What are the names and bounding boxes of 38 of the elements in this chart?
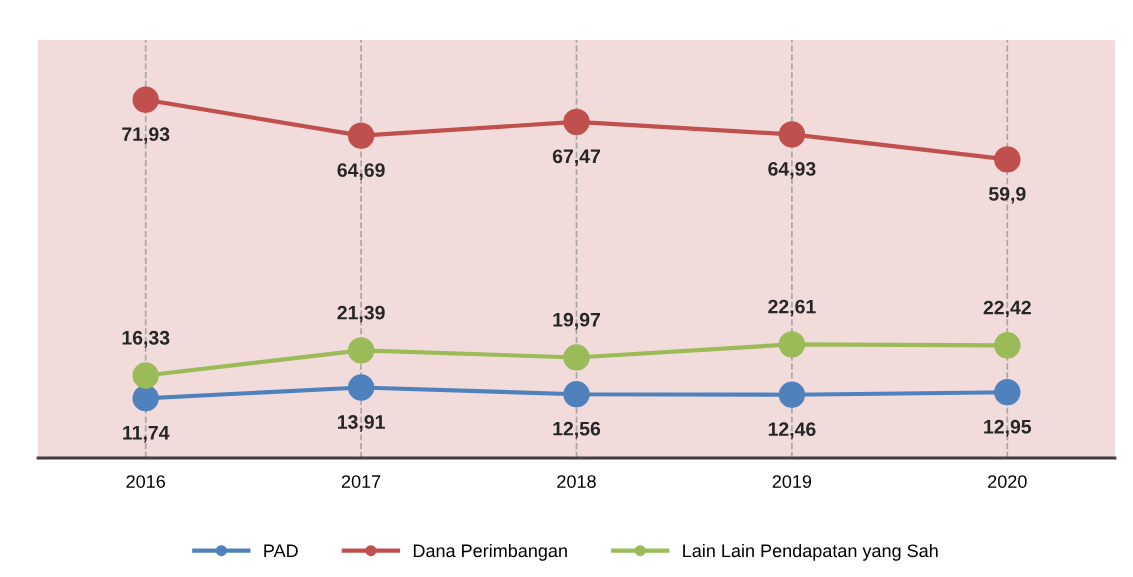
data-label: 21,39 bbox=[337, 305, 385, 323]
data-label: 12,46 bbox=[768, 422, 816, 439]
point bbox=[563, 381, 590, 408]
data-label: 13,91 bbox=[338, 415, 385, 432]
data-label: 12,95 bbox=[984, 419, 1032, 437]
data-label: 71,93 bbox=[122, 127, 170, 144]
point bbox=[132, 385, 159, 412]
legend-label: Dana Perimbangan bbox=[413, 543, 567, 561]
x-tick-label: 2018 bbox=[557, 475, 596, 488]
data-label: 22,61 bbox=[768, 299, 816, 317]
data-label: 16,33 bbox=[122, 330, 170, 348]
legend-label: PAD bbox=[264, 544, 298, 557]
legend-label: Lain Lain Pendapatan yang Sah bbox=[683, 543, 938, 561]
point bbox=[132, 86, 159, 113]
x-tick-label: 2020 bbox=[988, 475, 1027, 488]
point bbox=[347, 337, 375, 364]
point bbox=[347, 122, 375, 149]
point bbox=[563, 108, 590, 136]
data-label: 12,56 bbox=[553, 421, 601, 439]
data-label: 64,93 bbox=[768, 162, 816, 179]
data-label: 64,69 bbox=[337, 163, 385, 180]
point bbox=[994, 332, 1021, 359]
data-label: 22,42 bbox=[983, 300, 1031, 318]
x-tick-label: 2017 bbox=[341, 475, 381, 488]
point bbox=[778, 331, 806, 358]
x-tick-label: 2019 bbox=[772, 475, 812, 488]
point bbox=[132, 362, 159, 389]
point bbox=[563, 344, 590, 371]
point bbox=[347, 374, 375, 401]
data-label: 67,47 bbox=[552, 149, 600, 166]
point bbox=[778, 121, 806, 148]
data-label: 11,74 bbox=[123, 426, 170, 443]
point bbox=[778, 381, 806, 408]
point bbox=[994, 146, 1021, 173]
point bbox=[994, 379, 1021, 406]
x-tick-label: 2016 bbox=[126, 475, 165, 488]
data-label: 59,9 bbox=[988, 186, 1026, 204]
data-label: 19,97 bbox=[553, 312, 600, 330]
